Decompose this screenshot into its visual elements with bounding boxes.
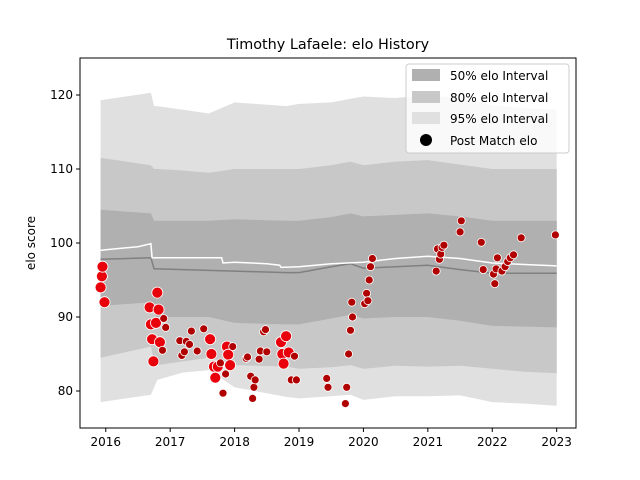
data-point [346,325,355,335]
legend-label-50: 50% elo Interval [450,69,548,83]
data-point [248,393,258,403]
data-point [551,230,560,240]
data-point [291,375,301,385]
data-point [179,347,189,357]
data-point [147,355,160,368]
data-point [228,342,238,352]
data-point [431,266,441,276]
data-point [492,253,502,263]
data-point [366,262,375,272]
legend-marker-post-match [420,134,432,146]
data-point [243,352,252,362]
data-point [362,288,372,298]
data-point [254,354,264,364]
data-point [344,349,354,359]
x-tick-label: 2021 [413,435,444,449]
data-point [153,336,166,349]
data-point [161,322,171,332]
x-tick-label: 2017 [155,435,186,449]
data-point [455,227,465,237]
data-point [340,399,350,409]
data-point [209,371,222,384]
interval-50-band [100,209,557,328]
data-point [261,325,270,335]
x-tick-label: 2016 [90,435,121,449]
data-point [364,275,374,285]
data-point [262,347,272,357]
data-point [509,250,518,260]
mean-elo-line [100,242,557,269]
x-tick-label: 2018 [219,435,250,449]
data-point [96,260,109,273]
y-tick-label: 90 [58,310,73,324]
data-point [94,281,107,294]
y-tick-label: 80 [58,384,73,398]
post-match-points [94,216,560,409]
x-tick-label: 2020 [348,435,379,449]
data-point [218,388,228,398]
legend-swatch-50 [412,69,440,81]
data-point [290,351,299,361]
x-tick-label: 2022 [477,435,508,449]
data-point [342,382,352,392]
y-tick-label: 110 [50,162,73,176]
data-point [280,330,293,343]
data-point [367,254,377,263]
data-point [323,382,333,392]
x-tick-label: 2023 [541,435,572,449]
legend-label-80: 80% elo Interval [450,91,548,105]
legend-swatch-80 [412,91,440,103]
data-point [199,324,209,334]
data-point [347,297,357,307]
data-point [490,279,500,289]
data-point [215,358,225,368]
data-point [221,369,231,379]
x-tick-label: 2019 [284,435,315,449]
median-line [100,257,557,275]
data-point [363,296,373,306]
y-axis: 80 90 100 110 120 [50,88,80,398]
data-point [476,237,486,247]
data-point [150,316,162,329]
data-point [250,375,260,385]
data-point [186,326,196,336]
plot-area [94,92,560,409]
y-axis-label: elo score [24,216,38,270]
data-point [322,373,332,383]
legend-box [405,63,570,154]
data-point [152,303,165,316]
x-axis: 2016 2017 2018 2019 2020 2021 2022 2023 [90,428,572,449]
legend: 50% elo Interval 80% elo Interval 95% el… [405,63,570,154]
data-point [205,348,218,360]
data-point [192,346,202,356]
data-point [151,286,164,299]
legend-label-post-match: Post Match elo [450,134,537,148]
data-point [516,233,526,243]
y-tick-label: 120 [50,88,73,102]
legend-label-95: 95% elo Interval [450,112,548,126]
data-point [204,333,217,346]
data-point [98,296,111,309]
chart-title: Timothy Lafaele: elo History [226,37,430,53]
data-point [478,265,488,275]
data-point [348,312,357,322]
data-point [159,314,169,323]
data-point [277,357,290,370]
data-point [158,345,167,355]
data-point [185,339,194,349]
legend-swatch-95 [412,112,440,124]
data-point [456,216,466,226]
data-point [439,240,449,250]
y-tick-label: 100 [50,236,73,250]
data-point [224,359,237,372]
data-point [249,382,259,392]
